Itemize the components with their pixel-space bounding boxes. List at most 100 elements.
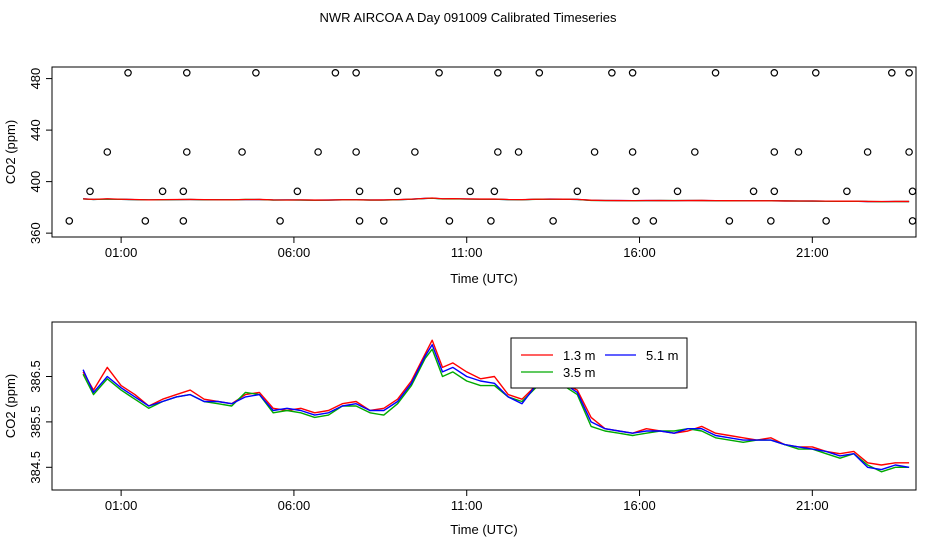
reference-point bbox=[103, 148, 112, 156]
top-reference-points bbox=[65, 68, 917, 225]
reference-point bbox=[182, 68, 191, 77]
reference-point bbox=[435, 68, 443, 77]
reference-point bbox=[355, 217, 364, 225]
reference-point bbox=[86, 187, 94, 196]
y-tick-label: 385.5 bbox=[28, 406, 43, 439]
top-series-lines bbox=[83, 197, 910, 203]
reference-point bbox=[905, 68, 913, 77]
reference-point bbox=[490, 187, 499, 196]
y-tick-label: 384.5 bbox=[28, 451, 43, 484]
reference-point bbox=[908, 187, 917, 196]
top-panel: 01:00 06:00 11:00 16:00 21:00 360 400 440 480 T… bbox=[3, 66, 917, 286]
reference-point bbox=[711, 68, 720, 77]
top-x-axis-label: Time (UTC) bbox=[450, 271, 517, 286]
reference-point bbox=[767, 217, 775, 225]
reference-point bbox=[182, 148, 191, 156]
reference-point bbox=[331, 68, 340, 77]
x-tick-label: 21:00 bbox=[796, 498, 829, 513]
bottom-series-lines bbox=[82, 339, 910, 473]
bottom-y-axis-label: CO2 (ppm) bbox=[3, 374, 18, 438]
x-tick-label: 01:00 bbox=[105, 498, 138, 513]
reference-point bbox=[725, 217, 734, 225]
reference-point bbox=[352, 68, 360, 77]
reference-point bbox=[293, 187, 302, 196]
bottom-panel: 01:00 06:00 11:00 16:00 21:00 384.5 385.5 386.… bbox=[3, 321, 917, 537]
reference-point bbox=[770, 68, 779, 77]
reference-point bbox=[691, 148, 699, 156]
reference-point bbox=[549, 217, 557, 225]
reference-point bbox=[252, 68, 260, 77]
top-series-line-13m bbox=[83, 197, 910, 203]
top-y-axis-label: CO2 (ppm) bbox=[3, 120, 18, 184]
top-plot-frame bbox=[51, 66, 917, 238]
reference-point bbox=[608, 68, 616, 77]
reference-point bbox=[65, 217, 74, 225]
reference-point bbox=[770, 148, 779, 156]
top-x-axis: 01:00 06:00 11:00 16:00 21:00 bbox=[105, 237, 829, 260]
reference-point bbox=[649, 217, 658, 225]
reference-point bbox=[811, 68, 820, 77]
bottom-y-axis: 384.5 385.5 386.5 bbox=[28, 360, 52, 484]
bottom-x-axis: 01:00 06:00 11:00 16:00 21:00 bbox=[105, 490, 829, 513]
legend-box bbox=[510, 337, 688, 389]
reference-point bbox=[888, 68, 896, 77]
reference-point bbox=[673, 187, 682, 196]
x-tick-label: 11:00 bbox=[451, 498, 483, 513]
reference-point bbox=[411, 148, 419, 156]
reference-point bbox=[141, 217, 150, 225]
reference-point bbox=[445, 217, 454, 225]
reference-point bbox=[514, 148, 523, 156]
reference-point bbox=[628, 148, 637, 156]
reference-point bbox=[466, 187, 474, 196]
reference-point bbox=[632, 217, 640, 225]
reference-point bbox=[179, 187, 188, 196]
reference-point bbox=[843, 187, 851, 196]
reference-point bbox=[494, 148, 502, 156]
series-line-51m bbox=[82, 344, 910, 471]
x-tick-label: 21:00 bbox=[796, 245, 829, 260]
y-tick-label: 480 bbox=[28, 68, 43, 90]
reference-point bbox=[770, 187, 779, 196]
y-tick-label: 360 bbox=[28, 222, 43, 244]
reference-point bbox=[573, 187, 582, 196]
reference-point bbox=[863, 148, 872, 156]
figure-title: NWR AIRCOA A Day 091009 Calibrated Times… bbox=[320, 10, 617, 25]
reference-point bbox=[276, 217, 284, 225]
y-tick-label: 386.5 bbox=[28, 360, 43, 393]
bottom-plot-frame bbox=[51, 321, 917, 491]
reference-point bbox=[908, 217, 917, 225]
x-tick-label: 06:00 bbox=[278, 245, 311, 260]
bottom-x-axis-label: Time (UTC) bbox=[450, 522, 517, 537]
reference-point bbox=[393, 187, 402, 196]
x-tick-label: 11:00 bbox=[451, 245, 483, 260]
reference-point bbox=[749, 187, 758, 196]
x-tick-label: 16:00 bbox=[623, 498, 656, 513]
reference-point bbox=[158, 187, 167, 196]
y-tick-label: 400 bbox=[28, 171, 43, 193]
reference-point bbox=[905, 148, 913, 156]
legend-label-1-3m: 1.3 m bbox=[563, 348, 596, 363]
x-tick-label: 01:00 bbox=[105, 245, 138, 260]
reference-point bbox=[314, 148, 322, 156]
reference-point bbox=[822, 217, 830, 225]
reference-point bbox=[632, 187, 640, 196]
reference-point bbox=[355, 187, 364, 196]
reference-point bbox=[379, 217, 388, 225]
top-y-axis: 360 400 440 480 bbox=[28, 68, 52, 244]
reference-point bbox=[238, 148, 246, 156]
reference-point bbox=[179, 217, 188, 225]
reference-point bbox=[590, 148, 599, 156]
reference-point bbox=[628, 68, 637, 77]
reference-point bbox=[535, 68, 544, 77]
reference-point bbox=[352, 148, 360, 156]
x-tick-label: 06:00 bbox=[278, 498, 311, 513]
reference-point bbox=[494, 68, 502, 77]
reference-point bbox=[124, 68, 132, 77]
y-tick-label: 440 bbox=[28, 119, 43, 141]
reference-point bbox=[794, 148, 803, 156]
legend: 1.3 m 5.1 m 3.5 m bbox=[510, 337, 688, 389]
legend-label-5-1m: 5.1 m bbox=[646, 348, 679, 363]
x-tick-label: 16:00 bbox=[623, 245, 656, 260]
legend-label-3-5m: 3.5 m bbox=[563, 365, 596, 380]
